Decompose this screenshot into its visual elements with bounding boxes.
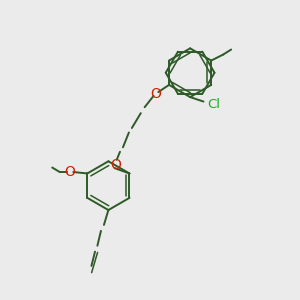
Text: O: O — [150, 87, 161, 101]
Text: Cl: Cl — [207, 98, 220, 111]
Text: O: O — [110, 158, 121, 172]
Text: O: O — [64, 165, 75, 179]
